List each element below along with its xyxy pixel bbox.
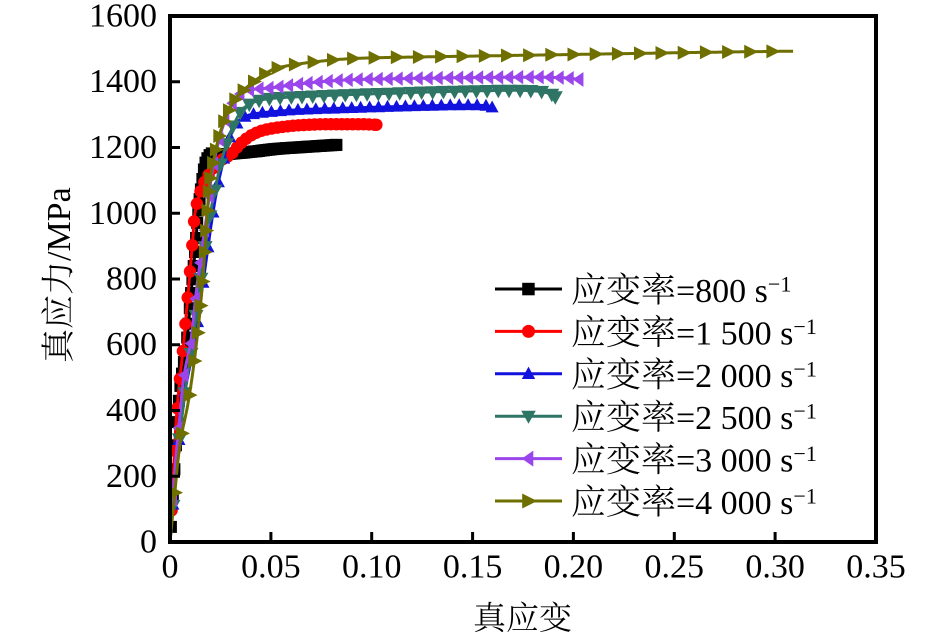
svg-text:0.20: 0.20 — [544, 549, 604, 586]
svg-text:=2 500 s−1: =2 500 s−1 — [676, 399, 817, 438]
svg-text:1200: 1200 — [89, 129, 157, 166]
svg-text:1000: 1000 — [89, 195, 157, 232]
svg-text:200: 200 — [106, 458, 157, 495]
svg-text:0.10: 0.10 — [342, 549, 402, 586]
svg-text:0.35: 0.35 — [846, 549, 906, 586]
svg-text:/MPa: /MPa — [41, 187, 78, 261]
svg-text:0.05: 0.05 — [241, 549, 301, 586]
svg-text:0.15: 0.15 — [443, 549, 503, 586]
svg-text:0: 0 — [162, 549, 179, 586]
svg-text:0.25: 0.25 — [645, 549, 705, 586]
svg-text:=800 s−1: =800 s−1 — [676, 272, 791, 311]
svg-text:400: 400 — [106, 392, 157, 429]
svg-text:=3 000 s−1: =3 000 s−1 — [676, 441, 817, 480]
svg-text:=1 500 s−1: =1 500 s−1 — [676, 314, 817, 353]
svg-text:0: 0 — [140, 524, 157, 561]
svg-text:1600: 1600 — [89, 0, 157, 35]
svg-text:0.30: 0.30 — [745, 549, 805, 586]
svg-text:600: 600 — [106, 326, 157, 363]
svg-text:1400: 1400 — [89, 63, 157, 100]
svg-text:=4 000 s−1: =4 000 s−1 — [676, 484, 817, 523]
svg-text:=2 000 s−1: =2 000 s−1 — [676, 356, 817, 395]
svg-text:800: 800 — [106, 261, 157, 298]
